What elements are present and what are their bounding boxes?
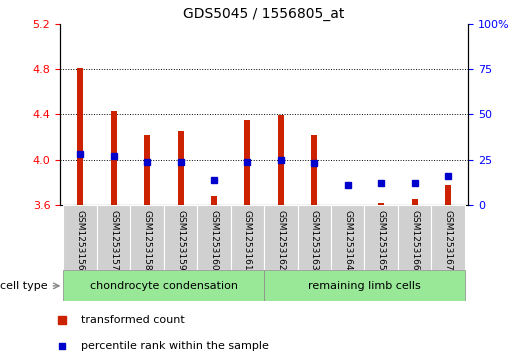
Text: chondrocyte condensation: chondrocyte condensation xyxy=(90,281,238,291)
Bar xyxy=(144,135,150,205)
Text: GSM1253165: GSM1253165 xyxy=(377,210,385,271)
Bar xyxy=(365,205,398,270)
Bar xyxy=(244,120,251,205)
Bar xyxy=(164,205,197,270)
Text: GSM1253157: GSM1253157 xyxy=(109,210,118,271)
Bar xyxy=(77,68,83,205)
Bar xyxy=(431,205,465,270)
Bar xyxy=(231,205,264,270)
Bar xyxy=(130,205,164,270)
Text: GSM1253164: GSM1253164 xyxy=(343,210,352,271)
Bar xyxy=(197,205,231,270)
Text: GSM1253161: GSM1253161 xyxy=(243,210,252,271)
Text: GSM1253167: GSM1253167 xyxy=(444,210,452,271)
Bar xyxy=(345,205,351,206)
Bar xyxy=(331,205,365,270)
Text: transformed count: transformed count xyxy=(81,315,185,325)
Bar xyxy=(177,131,184,205)
Text: remaining limb cells: remaining limb cells xyxy=(308,281,421,291)
Bar xyxy=(264,205,298,270)
Title: GDS5045 / 1556805_at: GDS5045 / 1556805_at xyxy=(184,7,345,21)
Bar xyxy=(298,205,331,270)
Bar xyxy=(398,205,431,270)
Text: GSM1253156: GSM1253156 xyxy=(76,210,85,271)
Bar xyxy=(63,270,264,301)
Bar xyxy=(445,185,451,205)
Bar xyxy=(378,203,384,205)
Bar xyxy=(211,196,217,205)
Bar xyxy=(412,199,417,205)
Bar xyxy=(97,205,130,270)
Bar xyxy=(63,205,97,270)
Text: cell type: cell type xyxy=(0,281,59,291)
Bar xyxy=(311,135,317,205)
Text: GSM1253160: GSM1253160 xyxy=(209,210,219,271)
Text: GSM1253158: GSM1253158 xyxy=(143,210,152,271)
Bar xyxy=(278,115,284,205)
Text: GSM1253159: GSM1253159 xyxy=(176,210,185,271)
Text: GSM1253166: GSM1253166 xyxy=(410,210,419,271)
Text: percentile rank within the sample: percentile rank within the sample xyxy=(81,341,269,351)
Bar xyxy=(111,111,117,205)
Text: GSM1253162: GSM1253162 xyxy=(276,210,286,271)
Text: GSM1253163: GSM1253163 xyxy=(310,210,319,271)
Bar xyxy=(264,270,465,301)
